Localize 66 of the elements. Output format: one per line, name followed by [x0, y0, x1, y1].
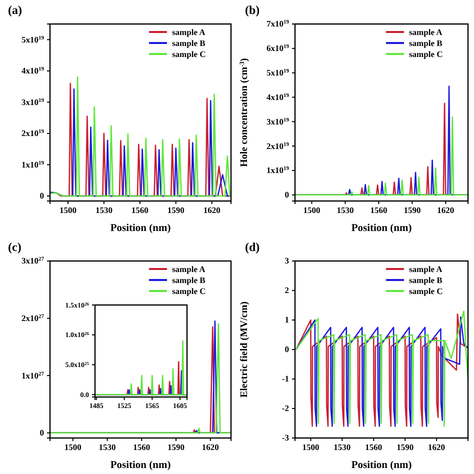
x-tick-label: 1590	[404, 205, 421, 216]
y-tick-label: 6x10$^{19}$	[266, 43, 290, 54]
x-tick-label: 1500	[303, 205, 320, 216]
y-tick-label: 2x10$^{27}$	[21, 313, 44, 323]
x-tick-label: 1590	[396, 442, 414, 452]
x-tick-label: 1590	[168, 442, 185, 452]
x-axis-title: Position (nm)	[110, 460, 172, 471]
y-tick-label: 3x10$^{19}$	[21, 96, 44, 107]
x-tick-label: 1560	[370, 205, 388, 216]
y-tick-label: 1x10$^{27}$	[21, 370, 44, 380]
legend-label: sample B	[409, 38, 443, 48]
legend-label: sample C	[409, 49, 443, 59]
x-tick-label: 1530	[334, 442, 351, 452]
y-tick-label: 5x10$^{19}$	[21, 34, 44, 44]
x-tick-label: 1530	[98, 442, 116, 452]
chart-title: (b)	[245, 3, 260, 17]
legend-label: sample A	[409, 27, 444, 37]
y-tick-label: 0	[284, 344, 289, 354]
x-tick-label: 1500	[59, 205, 76, 216]
y-tick-label: 3	[284, 256, 289, 266]
legend-label: sample A	[172, 264, 206, 274]
y-tick-label: -2	[282, 403, 289, 414]
legend-label: sample A	[172, 27, 206, 37]
chart-title: (c)	[8, 240, 22, 254]
x-tick-label: 1530	[95, 205, 112, 216]
y-tick-label: 2x10$^{19}$	[266, 140, 290, 151]
x-tick-label: 1560	[131, 205, 148, 216]
x-axis-title: Position (nm)	[110, 223, 172, 234]
x-tick-label: 1620	[203, 205, 220, 216]
x-tick-label: 1530	[336, 205, 354, 216]
y-tick-label: -1	[282, 374, 289, 384]
legend-label: sample A	[409, 264, 444, 274]
x-tick-label: 1620	[428, 442, 446, 452]
x-tick-label: 1560	[133, 442, 150, 452]
y-tick-label: 7x10$^{19}$	[266, 18, 290, 29]
y-tick-label: -3	[282, 432, 289, 443]
legend-label: sample C	[409, 286, 443, 296]
y-tick-label: 3x10$^{19}$	[266, 116, 290, 126]
y-tick-label: 4x10$^{19}$	[21, 66, 44, 76]
x-tick-label: 1560	[365, 442, 382, 452]
legend-label: sample B	[172, 275, 206, 285]
y-tick-label: 2	[284, 285, 289, 296]
y-tick-label: 4x10$^{19}$	[266, 92, 290, 102]
x-tick-label: 1620	[202, 442, 219, 452]
y-axis-title: Electric field (MV/cm)	[239, 301, 250, 398]
chart-title: (a)	[8, 3, 22, 17]
legend-label: sample B	[409, 275, 443, 285]
x-tick-label: 1620	[437, 205, 454, 216]
x-tick-label: 1500	[64, 442, 82, 452]
y-tick-label: 0	[40, 190, 44, 201]
legend-label: sample C	[172, 49, 206, 59]
y-tick-label: 0	[284, 190, 289, 200]
x-axis-title: Position (nm)	[351, 223, 412, 234]
y-tick-label: 3x10$^{27}$	[21, 256, 44, 266]
y-tick-label: 5x10$^{19}$	[266, 68, 290, 78]
y-tick-label: 1x10$^{19}$	[266, 165, 290, 176]
y-tick-label: 1x10$^{19}$	[21, 159, 44, 170]
x-tick-label: 1500	[302, 442, 320, 452]
legend-label: sample B	[172, 38, 206, 48]
x-tick-label: 1590	[167, 205, 184, 216]
y-tick-label: 1	[284, 314, 289, 325]
legend-label: sample C	[172, 286, 206, 296]
y-tick-label: 2x10$^{19}$	[21, 128, 44, 138]
chart-title: (d)	[245, 240, 260, 254]
y-tick-label: 0	[40, 428, 44, 438]
x-axis-title: Position (nm)	[351, 460, 412, 471]
